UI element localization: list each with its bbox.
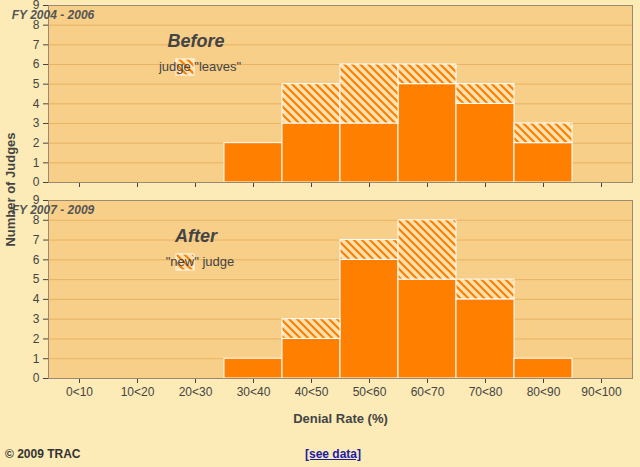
svg-text:3: 3 — [33, 312, 40, 326]
svg-text:Denial Rate (%): Denial Rate (%) — [293, 411, 388, 426]
svg-text:0: 0 — [33, 371, 40, 385]
html-text:Number of Judges: Number of Judges — [2, 132, 18, 247]
svg-text:2: 2 — [33, 332, 40, 346]
svg-text:4: 4 — [33, 292, 40, 306]
svg-text:20<30: 20<30 — [179, 385, 213, 399]
svg-text:5: 5 — [33, 272, 40, 286]
html-text:© 2009 TRAC: © 2009 TRAC — [5, 447, 81, 461]
svg-text:3: 3 — [33, 116, 40, 130]
svg-text:10<20: 10<20 — [121, 385, 155, 399]
svg-text:8: 8 — [32, 213, 40, 228]
svg-text:7: 7 — [33, 38, 40, 52]
svg-text:8: 8 — [32, 18, 40, 32]
svg-text:judge "leaves": judge "leaves" — [158, 59, 242, 74]
svg-text:1: 1 — [33, 156, 40, 170]
svg-text:2: 2 — [33, 136, 40, 150]
svg-text:"new" judge: "new" judge — [166, 254, 235, 269]
svg-text:After: After — [174, 226, 218, 246]
svg-text:1: 1 — [33, 352, 40, 366]
svg-text:0<10: 0<10 — [66, 385, 93, 399]
svg-text:0: 0 — [33, 175, 40, 189]
svg-text:80<90: 80<90 — [527, 385, 561, 399]
svg-text:FY 2004 - 2006: FY 2004 - 2006 — [12, 8, 95, 22]
svg-text:50<60: 50<60 — [353, 385, 387, 399]
svg-text:70<80: 70<80 — [469, 385, 503, 399]
svg-text:40<50: 40<50 — [295, 385, 329, 399]
html-text:[see data]: [see data] — [305, 447, 361, 461]
svg-text:6: 6 — [33, 57, 40, 71]
svg-text:5: 5 — [33, 77, 40, 91]
svg-text:FY 2007 - 2009: FY 2007 - 2009 — [12, 203, 95, 217]
svg-text:4: 4 — [33, 97, 40, 111]
svg-text:9: 9 — [32, 193, 40, 208]
svg-text:Before: Before — [167, 31, 224, 51]
svg-text:30<40: 30<40 — [237, 385, 271, 399]
svg-text:6: 6 — [33, 253, 40, 267]
svg-text:7: 7 — [33, 233, 40, 247]
svg-text:90<100: 90<100 — [581, 385, 622, 399]
svg-text:60<70: 60<70 — [411, 385, 445, 399]
